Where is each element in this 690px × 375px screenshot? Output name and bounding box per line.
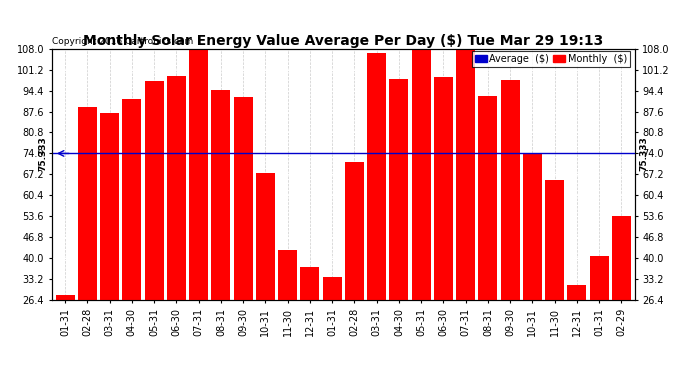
Bar [345,162,364,375]
Text: 3.885: 3.885 [417,352,426,375]
Bar [56,296,75,375]
Bar [122,99,141,375]
Text: 2.998: 2.998 [484,352,493,375]
Text: 3.065: 3.065 [217,352,226,375]
Text: 2.965: 2.965 [128,352,137,375]
Text: 2.303: 2.303 [350,352,359,375]
Text: 3.207: 3.207 [172,352,181,375]
Bar [612,216,631,375]
Legend: Average  ($), Monthly  ($): Average ($), Monthly ($) [472,51,630,67]
Bar [189,49,208,375]
Text: 3.160: 3.160 [150,352,159,375]
Bar [78,107,97,375]
Bar [278,250,297,375]
Text: 2.192: 2.192 [261,352,270,375]
Bar [367,54,386,375]
Bar [501,80,520,375]
Bar [545,180,564,375]
Bar [234,97,253,375]
Text: 1.379: 1.379 [283,352,292,375]
Bar [300,267,319,375]
Text: 1.200: 1.200 [306,352,315,375]
Text: 2.117: 2.117 [550,352,559,375]
Text: 2.826: 2.826 [105,352,114,375]
Bar [323,278,342,375]
Text: 3.200: 3.200 [439,352,448,375]
Bar [590,256,609,375]
Text: 3.449: 3.449 [372,352,381,375]
Text: Copyright 2016 Cartronics.com: Copyright 2016 Cartronics.com [52,37,193,46]
Text: 3.168: 3.168 [506,352,515,375]
Bar [256,173,275,375]
Bar [456,49,475,375]
Text: 2.888: 2.888 [83,352,92,375]
Text: 3.179: 3.179 [395,352,404,375]
Title: Monthly Solar Energy Value Average Per Day ($) Tue Mar 29 19:13: Monthly Solar Energy Value Average Per D… [83,34,603,48]
Text: 75.333: 75.333 [639,136,648,171]
Bar [100,112,119,375]
Text: 3.495: 3.495 [461,352,470,375]
Bar [412,12,431,375]
Bar [567,285,586,375]
Text: 1.320: 1.320 [595,352,604,375]
Bar [211,90,230,375]
Text: 3.498: 3.498 [194,352,203,375]
Text: 1.743: 1.743 [617,352,626,375]
Bar [434,77,453,375]
Bar [389,79,408,375]
Bar [478,96,497,375]
Text: 2.391: 2.391 [528,352,537,375]
Text: 1.093: 1.093 [328,352,337,375]
Bar [523,154,542,375]
Bar [167,76,186,375]
Bar [145,81,164,375]
Text: 0.903: 0.903 [61,352,70,375]
Text: 2.990: 2.990 [239,352,248,375]
Text: 75.333: 75.333 [39,136,48,171]
Text: 1.014: 1.014 [573,352,582,375]
